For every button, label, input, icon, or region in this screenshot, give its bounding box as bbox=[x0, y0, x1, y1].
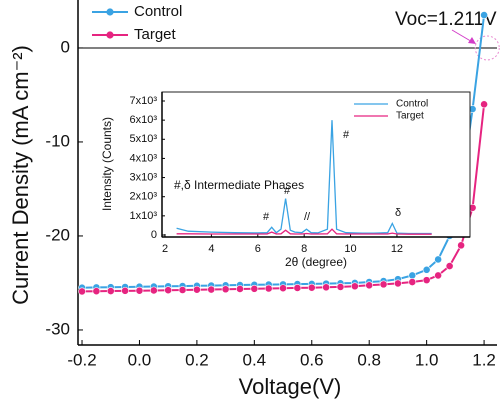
peak-label: // bbox=[304, 211, 311, 223]
data-point bbox=[422, 265, 431, 274]
data-point bbox=[293, 284, 302, 292]
series-group bbox=[176, 120, 432, 235]
data-point bbox=[365, 281, 374, 290]
legend-label: Control bbox=[396, 99, 428, 110]
y-tick-label: 3x10³ bbox=[129, 171, 157, 183]
x-tick-label: 10 bbox=[344, 243, 356, 255]
legend: Control Target bbox=[92, 3, 182, 43]
data-point bbox=[322, 283, 331, 292]
series-line bbox=[176, 228, 432, 235]
x-tick-label: 0.8 bbox=[357, 350, 381, 369]
voc-circle bbox=[474, 35, 500, 61]
x-tick-label: 4 bbox=[208, 243, 214, 255]
data-point bbox=[192, 285, 201, 294]
data-point bbox=[408, 278, 417, 286]
data-point bbox=[164, 286, 173, 295]
data-point bbox=[250, 284, 259, 293]
data-point bbox=[264, 284, 273, 293]
legend-marker bbox=[106, 8, 114, 16]
data-point bbox=[106, 287, 115, 295]
data-point bbox=[92, 287, 101, 296]
voc-annotation: Voc=1.211V bbox=[395, 9, 497, 30]
data-point bbox=[480, 11, 488, 19]
data-point bbox=[135, 286, 144, 295]
x-tick-label: 1.0 bbox=[415, 350, 439, 369]
arrow-head bbox=[468, 37, 476, 44]
plot-area: 2 4 6 8 10 12 0 1x10³ 2x10³ 3x10³ 4x10³ 5x10³ 6x10³ 7… bbox=[100, 91, 471, 269]
series-line bbox=[176, 120, 432, 235]
data-point bbox=[379, 280, 388, 289]
data-point bbox=[307, 283, 316, 292]
data-point bbox=[445, 262, 454, 270]
plot-area: -0.2 0.0 0.2 0.4 0.6 0.8 1.0 1.2 0 -10 -20 -30 Volta… bbox=[8, 0, 500, 399]
data-point bbox=[394, 279, 402, 288]
x-tick-label: 0.0 bbox=[128, 350, 152, 369]
data-point bbox=[422, 276, 431, 285]
data-point bbox=[178, 286, 187, 294]
y-tick-label: 7x10³ bbox=[129, 95, 157, 107]
data-point bbox=[480, 100, 488, 109]
data-point bbox=[350, 282, 359, 291]
y-tick-label: -20 bbox=[45, 225, 70, 244]
data-point bbox=[279, 284, 287, 293]
y-tick-label: 1x10³ bbox=[129, 210, 157, 222]
data-point bbox=[149, 286, 158, 295]
x-tick-label: -0.2 bbox=[67, 350, 96, 369]
legend-label: Target bbox=[396, 111, 424, 122]
peak-label: # bbox=[343, 129, 350, 141]
x-tick-label: 6 bbox=[255, 243, 261, 255]
x-tick-label: 0.4 bbox=[243, 350, 267, 369]
legend-label: Control bbox=[134, 3, 182, 20]
data-point bbox=[434, 255, 443, 264]
x-tick-label: 0.2 bbox=[185, 350, 209, 369]
inset-subtitle: #,δ Intermediate Phases bbox=[174, 178, 304, 192]
data-point bbox=[434, 271, 443, 280]
peak-label: # bbox=[284, 185, 291, 197]
peak-label: # bbox=[263, 211, 270, 223]
data-point bbox=[457, 241, 466, 250]
x-axis-label: Voltage(V) bbox=[239, 374, 342, 399]
legend-label: Target bbox=[134, 26, 177, 43]
y-tick-label: 0 bbox=[151, 229, 157, 241]
y-tick-label: 0 bbox=[61, 37, 70, 56]
data-point bbox=[78, 287, 86, 296]
inset-background bbox=[161, 91, 471, 238]
y-axis-label: Current Density (mA cm⁻²) bbox=[8, 45, 33, 305]
data-point bbox=[336, 283, 345, 291]
data-point bbox=[221, 285, 230, 294]
y-tick-label: 6x10³ bbox=[129, 114, 157, 126]
x-axis-label: 2θ (degree) bbox=[285, 255, 347, 269]
data-point bbox=[121, 286, 129, 295]
data-point bbox=[236, 285, 244, 293]
x-tick-label: 0.6 bbox=[300, 350, 324, 369]
data-point bbox=[207, 285, 216, 294]
data-point bbox=[408, 271, 417, 280]
y-axis-label: Intensity (Counts) bbox=[100, 117, 114, 211]
x-tick-label: 2 bbox=[162, 243, 168, 255]
y-tick-label: 5x10³ bbox=[129, 133, 157, 145]
peak-label: δ bbox=[395, 207, 401, 219]
x-tick-label: 12 bbox=[391, 243, 403, 255]
y-tick-label: 4x10³ bbox=[129, 152, 157, 164]
y-tick-label: -30 bbox=[45, 319, 70, 338]
legend-marker bbox=[106, 31, 114, 39]
y-tick-label: -10 bbox=[45, 131, 70, 150]
x-tick-label: 1.2 bbox=[472, 350, 496, 369]
series-group bbox=[78, 11, 488, 296]
y-tick-label: 2x10³ bbox=[129, 191, 157, 203]
x-tick-label: 8 bbox=[301, 243, 307, 255]
